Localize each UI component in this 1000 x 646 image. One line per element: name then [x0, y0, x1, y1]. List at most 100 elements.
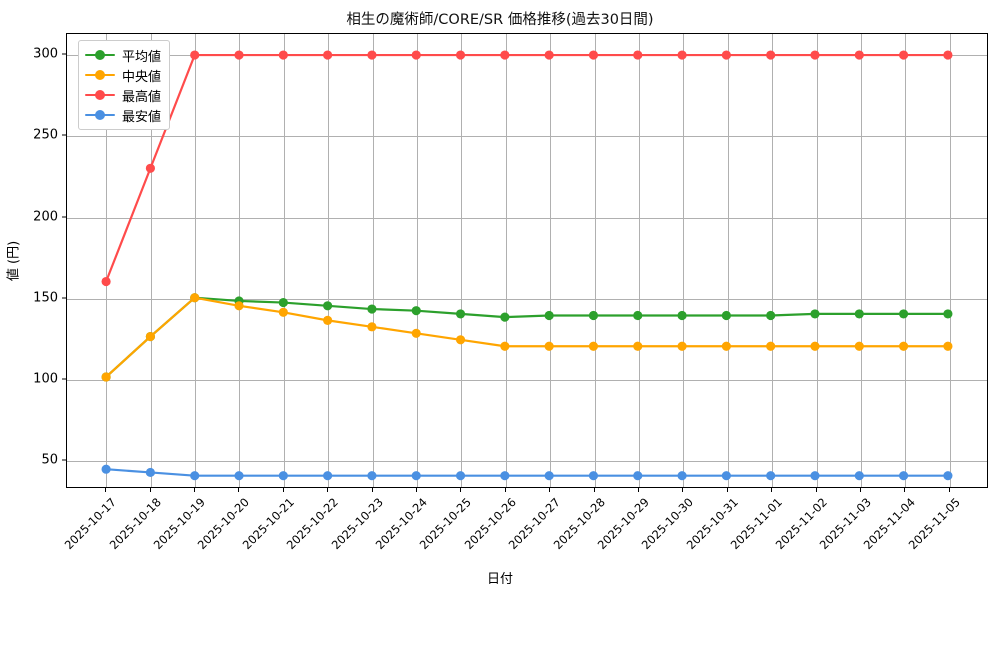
legend-item[interactable]: 最高値 — [85, 85, 161, 105]
series-marker — [145, 331, 155, 342]
legend-marker-icon — [85, 68, 115, 82]
y-tick-label: 150 — [33, 290, 58, 306]
series-marker — [854, 341, 864, 351]
gridline-vertical — [949, 34, 951, 487]
series-line — [105, 296, 950, 379]
gridline-vertical — [505, 34, 507, 487]
series-marker — [721, 471, 731, 481]
y-tick-label: 250 — [33, 127, 58, 143]
series-marker — [455, 50, 466, 60]
series-marker — [455, 335, 466, 345]
series-marker — [943, 471, 953, 481]
x-tick-mark — [771, 488, 773, 492]
series-marker — [234, 50, 244, 60]
x-tick-mark — [638, 488, 639, 492]
legend-item[interactable]: 平均値 — [85, 45, 161, 65]
series-marker — [633, 310, 643, 321]
x-axis-label: 日付 — [486, 572, 513, 587]
gridline-horizontal — [67, 461, 987, 463]
x-tick-mark — [371, 488, 373, 492]
series-marker — [899, 309, 909, 319]
series-marker — [588, 471, 599, 481]
series-marker — [323, 301, 333, 311]
series-marker — [854, 471, 864, 481]
gridline-vertical — [239, 34, 241, 487]
y-axis-label-wrap: 値 (円) — [7, 33, 22, 488]
gridline-vertical — [461, 34, 463, 487]
legend-label: 平均値 — [122, 49, 162, 65]
gridline-horizontal — [67, 380, 987, 382]
series-marker — [766, 471, 776, 481]
series-marker — [278, 471, 288, 481]
series-marker — [899, 471, 909, 481]
series-marker — [544, 310, 554, 321]
y-tick-label: 100 — [33, 371, 58, 387]
series-marker — [677, 50, 687, 60]
y-tick-mark — [62, 134, 66, 136]
series-marker — [500, 312, 510, 322]
legend-label: 中央値 — [122, 69, 162, 85]
series-marker — [234, 301, 244, 311]
x-tick-mark — [460, 488, 462, 492]
gridline-vertical — [594, 34, 596, 487]
legend-marker-icon — [85, 108, 115, 122]
y-axis-label: 値 (円) — [6, 240, 22, 281]
x-tick-mark — [682, 488, 684, 492]
gridline-vertical — [416, 34, 418, 487]
series-line — [105, 468, 950, 477]
legend-marker-icon — [85, 88, 115, 102]
x-tick-mark — [149, 488, 151, 492]
series-marker — [810, 471, 820, 481]
y-tick-mark — [62, 297, 66, 299]
series-marker — [101, 464, 111, 474]
series-marker — [943, 309, 953, 319]
series-marker — [323, 315, 333, 325]
series-marker — [544, 50, 554, 60]
series-marker — [677, 471, 687, 481]
gridline-vertical — [150, 34, 152, 487]
legend-item[interactable]: 中央値 — [85, 65, 161, 85]
series-marker — [899, 50, 909, 60]
series-marker — [190, 50, 200, 60]
x-tick-mark — [904, 488, 906, 492]
x-tick-mark — [282, 488, 284, 492]
series-marker — [145, 467, 155, 478]
series-marker — [810, 309, 820, 319]
series-marker — [500, 471, 510, 481]
gridline-vertical — [639, 34, 640, 487]
series-marker — [278, 297, 288, 308]
series-marker — [190, 471, 200, 481]
x-tick-mark — [504, 488, 506, 492]
series-marker — [766, 310, 776, 321]
series-marker — [544, 341, 554, 351]
series-marker — [766, 341, 776, 351]
series-marker — [455, 309, 466, 319]
plot-area — [66, 33, 988, 488]
x-tick-mark — [948, 488, 950, 492]
x-tick-mark — [327, 488, 329, 492]
gridline-vertical — [905, 34, 907, 487]
x-tick-mark — [415, 488, 417, 492]
series-marker — [633, 341, 643, 351]
series-marker — [854, 50, 864, 60]
series-marker — [943, 50, 953, 60]
series-marker — [367, 304, 377, 314]
y-tick-mark — [62, 53, 66, 55]
legend-label: 最安値 — [122, 109, 162, 125]
legend-marker-icon — [85, 48, 115, 62]
series-marker — [721, 310, 731, 321]
legend-item[interactable]: 最安値 — [85, 105, 161, 125]
gridline-vertical — [727, 34, 729, 487]
series-marker — [721, 341, 731, 351]
series-marker — [766, 50, 776, 60]
gridline-vertical — [106, 34, 108, 487]
series-line — [105, 296, 950, 379]
series-marker — [190, 293, 200, 303]
series-marker — [810, 341, 820, 351]
y-tick-label: 200 — [33, 209, 58, 225]
gridline-vertical — [328, 34, 330, 487]
x-tick-mark — [193, 488, 195, 492]
x-tick-mark — [549, 488, 551, 492]
chart-figure: 相生の魔術師/CORE/SR 価格推移(過去30日間) 50 100 150 200 2… — [7, 12, 988, 587]
series-lines — [101, 50, 953, 481]
